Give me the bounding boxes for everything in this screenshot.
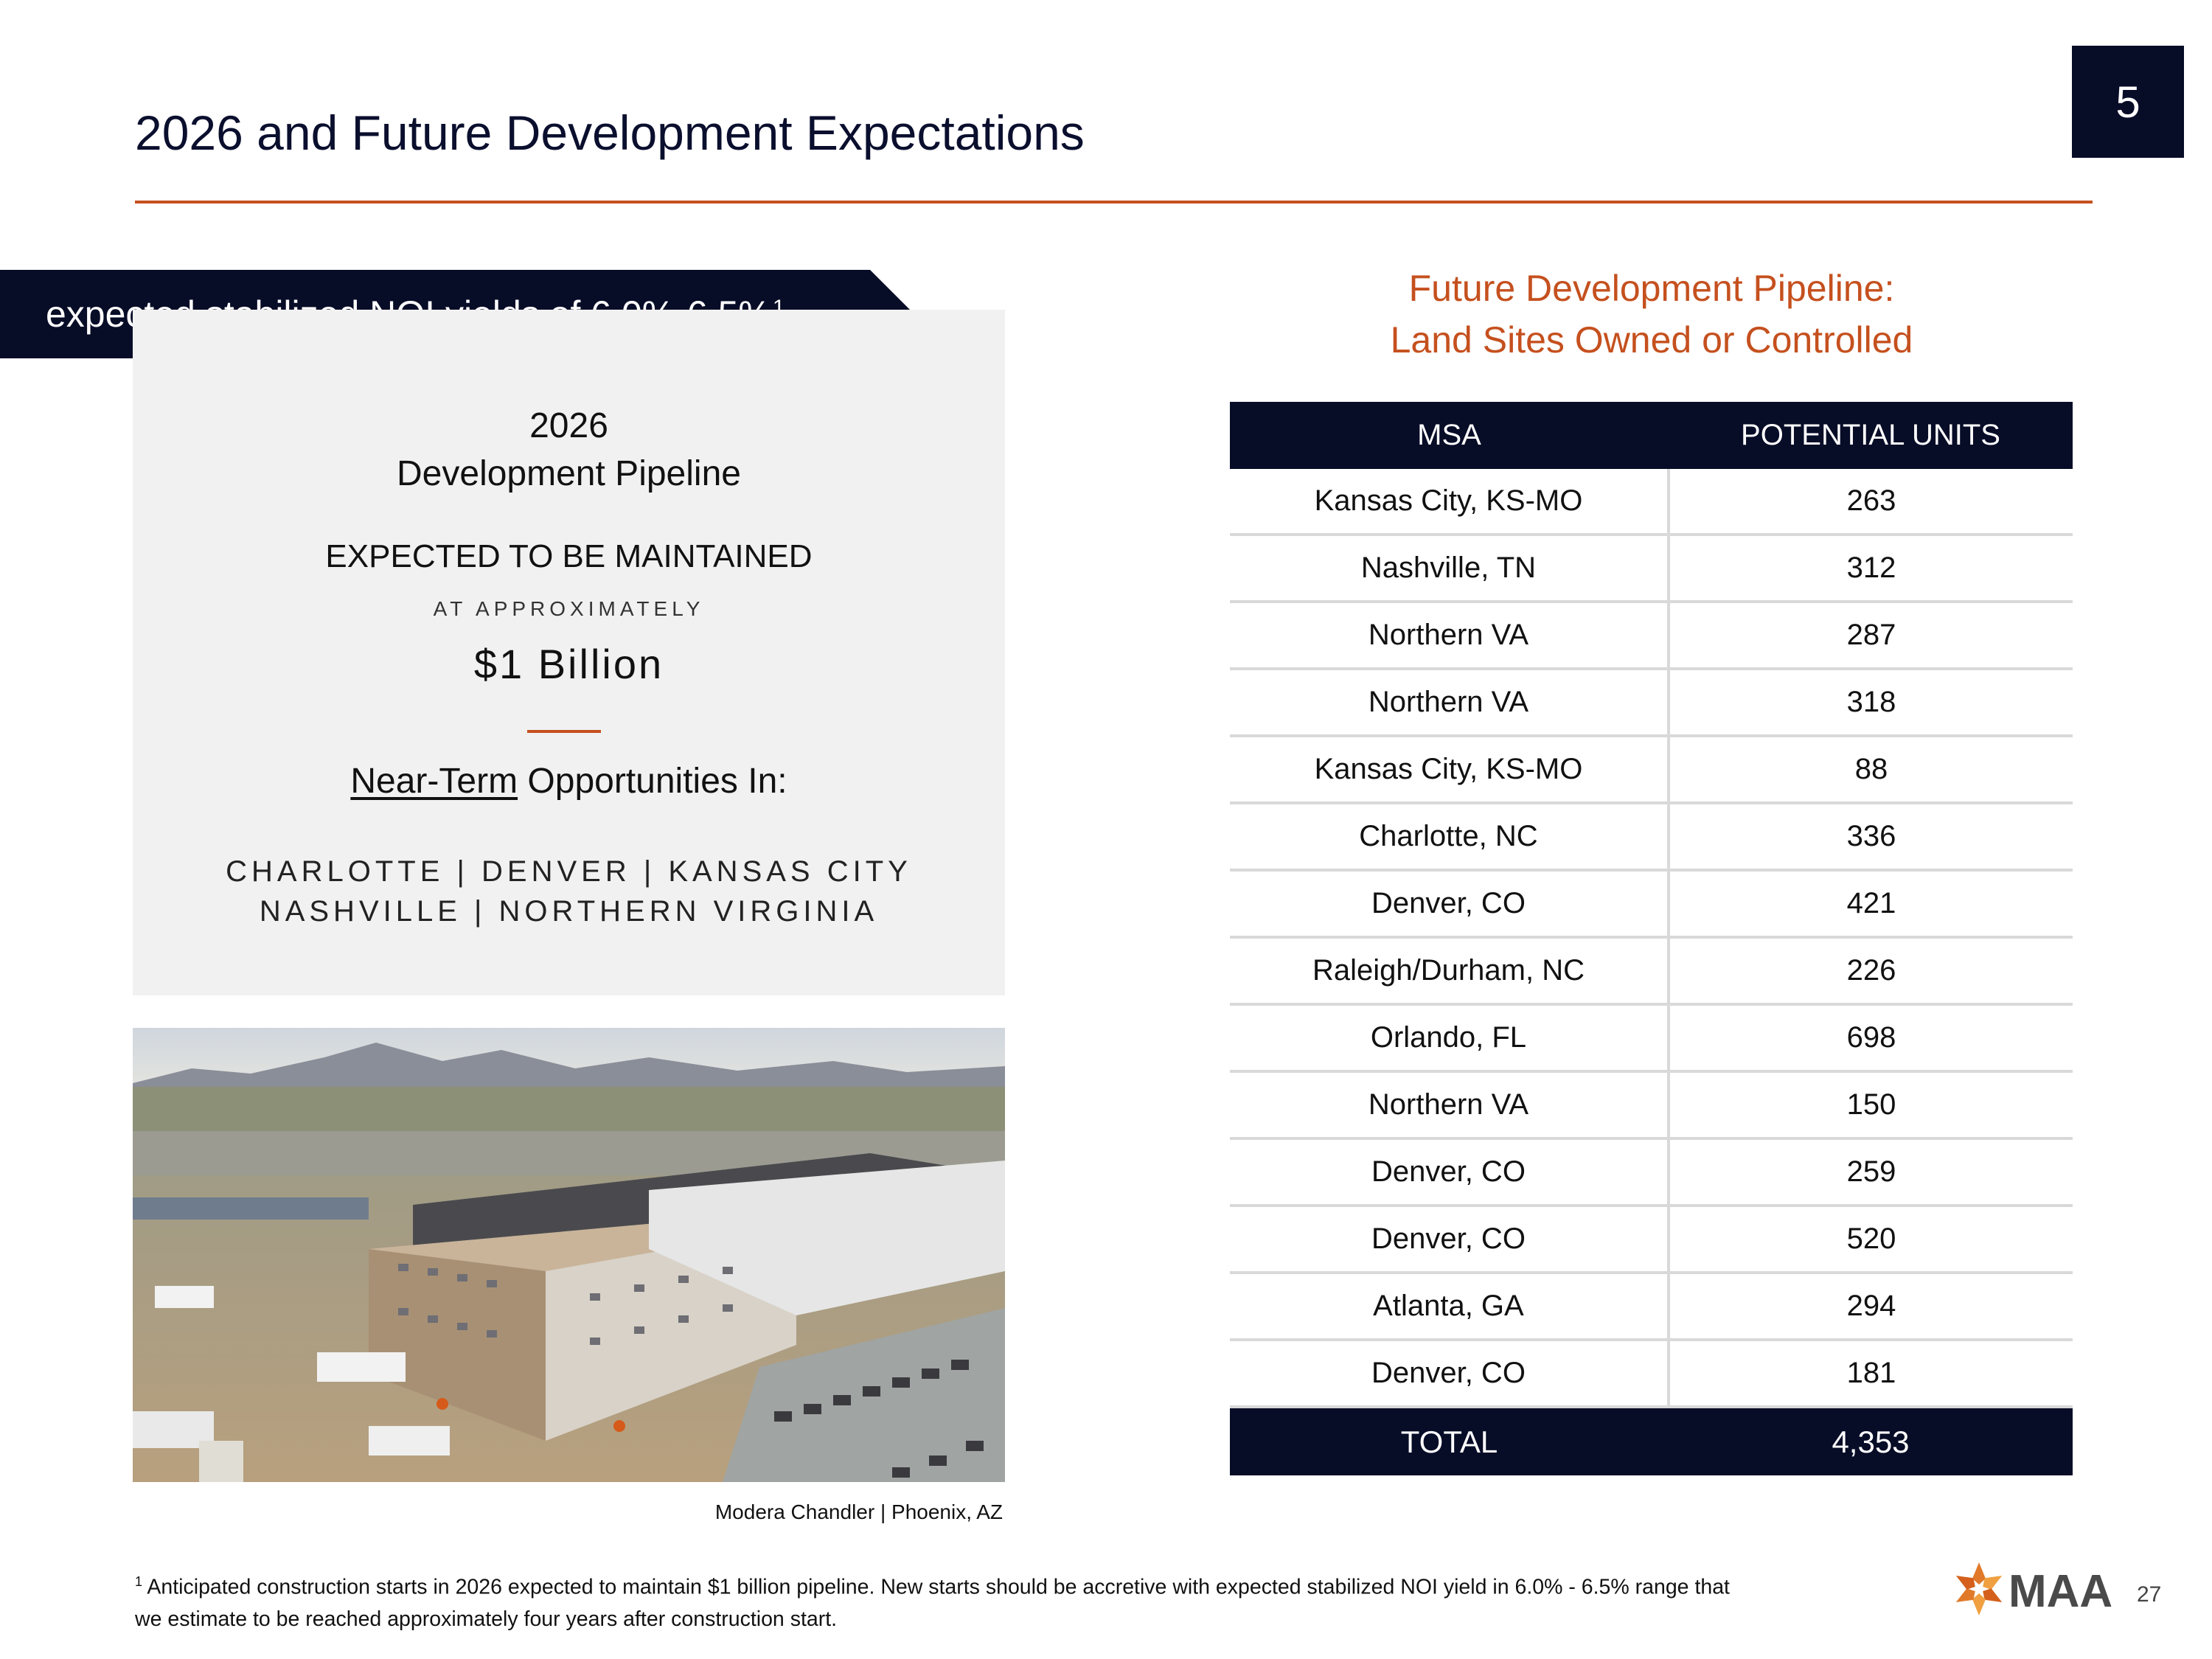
table-row: Nashville, TN 312 [1230, 536, 2073, 603]
msa-cell: Atlanta, GA [1230, 1274, 1670, 1338]
msa-cell: Raleigh/Durham, NC [1230, 939, 1670, 1003]
msa-cell: Denver, CO [1230, 872, 1670, 936]
near-term-label: Near-Term [350, 762, 518, 801]
units-cell: 226 [1846, 954, 1896, 987]
total-label: TOTAL [1400, 1424, 1498, 1459]
panel-year: 2026 [529, 406, 608, 445]
panel-near-term: Near-Term Opportunities In: [133, 761, 1005, 801]
footnote-line2: we estimate to be reached approximately … [135, 1607, 838, 1631]
page-title: 2026 and Future Development Expectations [135, 105, 1085, 160]
units-cell: 294 [1846, 1290, 1896, 1322]
units-cell: 520 [1846, 1222, 1896, 1255]
units-cell: 263 [1846, 484, 1896, 517]
units-cell: 88 [1854, 753, 1888, 785]
units-cell: 336 [1846, 820, 1896, 852]
table-row: Northern VA 287 [1230, 603, 2073, 670]
msa-cell: Nashville, TN [1230, 536, 1670, 600]
table-header-units: POTENTIAL UNITS [1741, 419, 2000, 451]
future-title-line1: Future Development Pipeline: [1408, 268, 1895, 309]
table-row: Northern VA 150 [1230, 1073, 2073, 1140]
table-header-msa: MSA [1417, 419, 1481, 451]
units-cell: 287 [1846, 619, 1896, 651]
construction-photo-illustration [133, 1028, 1005, 1482]
footnote-line1: 1 Anticipated construction starts in 202… [135, 1566, 1905, 1604]
msa-cell: Northern VA [1230, 670, 1670, 734]
table-row: Kansas City, KS-MO 263 [1230, 469, 2073, 536]
page-number: 27 [2137, 1582, 2162, 1607]
panel-pipeline: Development Pipeline [397, 454, 741, 493]
pipeline-table: MSA POTENTIAL UNITS Kansas City, KS-MO 26… [1230, 402, 2073, 1475]
future-title-line2: Land Sites Owned or Controlled [1390, 319, 1913, 361]
panel-maintained: EXPECTED TO BE MAINTAINED [325, 538, 813, 574]
footnote: 1 Anticipated construction starts in 202… [135, 1566, 1905, 1635]
panel-amount: $1 Billion [473, 641, 664, 687]
table-header-row: MSA POTENTIAL UNITS [1230, 402, 2073, 469]
footnote-text: Anticipated construction starts in 2026 … [147, 1575, 1730, 1599]
msa-cell: Orlando, FL [1230, 1006, 1670, 1070]
construction-photo [133, 1028, 1005, 1482]
msa-cell: Northern VA [1230, 1073, 1670, 1137]
table-row: Charlotte, NC 336 [1230, 804, 2073, 872]
table-row: Denver, CO 520 [1230, 1207, 2073, 1274]
msa-cell: Charlotte, NC [1230, 804, 1670, 869]
footnote-marker: 1 [135, 1574, 143, 1589]
msa-cell: Northern VA [1230, 603, 1670, 667]
section-number-badge: 5 [2072, 46, 2184, 158]
units-cell: 698 [1846, 1021, 1896, 1054]
units-cell: 312 [1846, 552, 1896, 584]
table-row: Denver, CO 181 [1230, 1341, 2073, 1408]
table-row: Denver, CO 421 [1230, 872, 2073, 939]
title-divider [135, 201, 2093, 204]
msa-cell: Kansas City, KS-MO [1230, 469, 1670, 533]
table-row: Kansas City, KS-MO 88 [1230, 737, 2073, 804]
table-row: Raleigh/Durham, NC 226 [1230, 939, 2073, 1006]
units-cell: 259 [1846, 1155, 1896, 1188]
units-cell: 421 [1846, 887, 1896, 919]
table-row: Denver, CO 259 [1230, 1140, 2073, 1207]
table-row: Atlanta, GA 294 [1230, 1274, 2073, 1341]
panel-cities-line1: CHARLOTTE | DENVER | KANSAS CITY [226, 855, 912, 888]
table-total-row: TOTAL 4,353 [1230, 1408, 2073, 1475]
units-cell: 318 [1846, 686, 1896, 718]
total-value: 4,353 [1832, 1424, 1910, 1459]
table-row: Orlando, FL 698 [1230, 1006, 2073, 1073]
maa-logo-text: MAA [2008, 1566, 2113, 1617]
msa-cell: Denver, CO [1230, 1140, 1670, 1204]
panel-approx: AT APPROXIMATELY [433, 597, 705, 620]
pipeline-panel: 2026 Development Pipeline EXPECTED TO BE… [133, 310, 1005, 995]
maa-logo-mark-icon [1955, 1562, 2003, 1615]
msa-cell: Denver, CO [1230, 1341, 1670, 1405]
maa-logo: MAA [1951, 1561, 2112, 1620]
msa-cell: Denver, CO [1230, 1207, 1670, 1271]
msa-cell: Kansas City, KS-MO [1230, 737, 1670, 801]
photo-caption: Modera Chandler | Phoenix, AZ [714, 1500, 1003, 1523]
panel-cities-line2: NASHVILLE | NORTHERN VIRGINIA [259, 895, 879, 928]
units-cell: 150 [1846, 1088, 1896, 1121]
future-pipeline-title: Future Development Pipeline: Land Sites … [1231, 262, 2072, 366]
units-cell: 181 [1846, 1357, 1896, 1389]
opportunities-label: Opportunities In: [527, 762, 787, 801]
table-row: Northern VA 318 [1230, 670, 2073, 737]
panel-accent-dash [527, 730, 601, 733]
